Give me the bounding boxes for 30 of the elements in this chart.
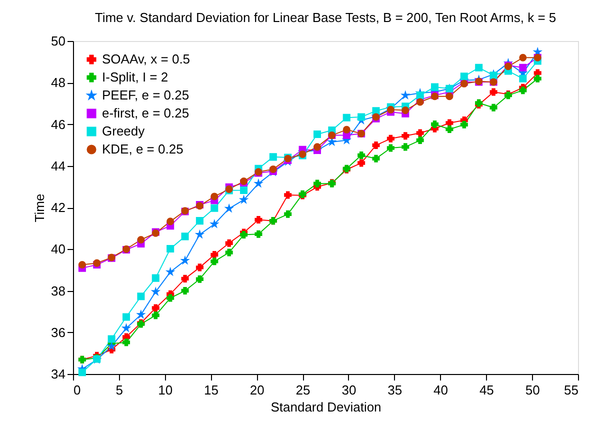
y-tick-label: 34 — [51, 366, 66, 382]
x-tick-label: 0 — [74, 382, 81, 398]
x-axis-title: Standard Deviation — [270, 400, 382, 414]
legend-label: Greedy — [102, 124, 146, 138]
x-tick-label: 45 — [479, 382, 494, 398]
x-tick-label: 35 — [388, 382, 402, 398]
y-tick-label: 36 — [51, 324, 66, 340]
legend-label: e-first, e = 0.25 — [102, 106, 190, 120]
x-tick-label: 15 — [204, 382, 218, 398]
x-tick-label: 55 — [564, 382, 578, 398]
x-tick-label: 20 — [250, 382, 264, 398]
y-tick-label: 44 — [51, 158, 66, 174]
x-tick-label: 50 — [525, 382, 540, 398]
y-axis-title: Time — [32, 194, 48, 222]
x-tick-label: 5 — [116, 382, 124, 398]
y-tick-label: 46 — [51, 116, 66, 132]
y-tick-label: 50 — [51, 34, 66, 48]
legend-label: I-Split, I = 2 — [102, 70, 168, 84]
legend-label: PEEF, e = 0.25 — [102, 88, 190, 102]
legend-label: SOAAv, x = 0.5 — [102, 52, 190, 66]
y-tick-label: 42 — [51, 200, 66, 215]
legend-label: KDE, e = 0.25 — [102, 142, 184, 156]
x-tick-label: 30 — [342, 382, 356, 398]
y-tick-label: 38 — [51, 283, 66, 298]
x-tick-label: 10 — [158, 382, 173, 398]
x-tick-label: 40 — [434, 382, 448, 398]
x-tick-label: 25 — [296, 382, 310, 398]
y-tick-label: 40 — [51, 242, 66, 257]
y-tick-label: 48 — [51, 75, 66, 90]
chart-title: Time v. Standard Deviation for Linear Base Tests, B = 200, Ten Root Arms, k = 5 — [94, 10, 556, 25]
